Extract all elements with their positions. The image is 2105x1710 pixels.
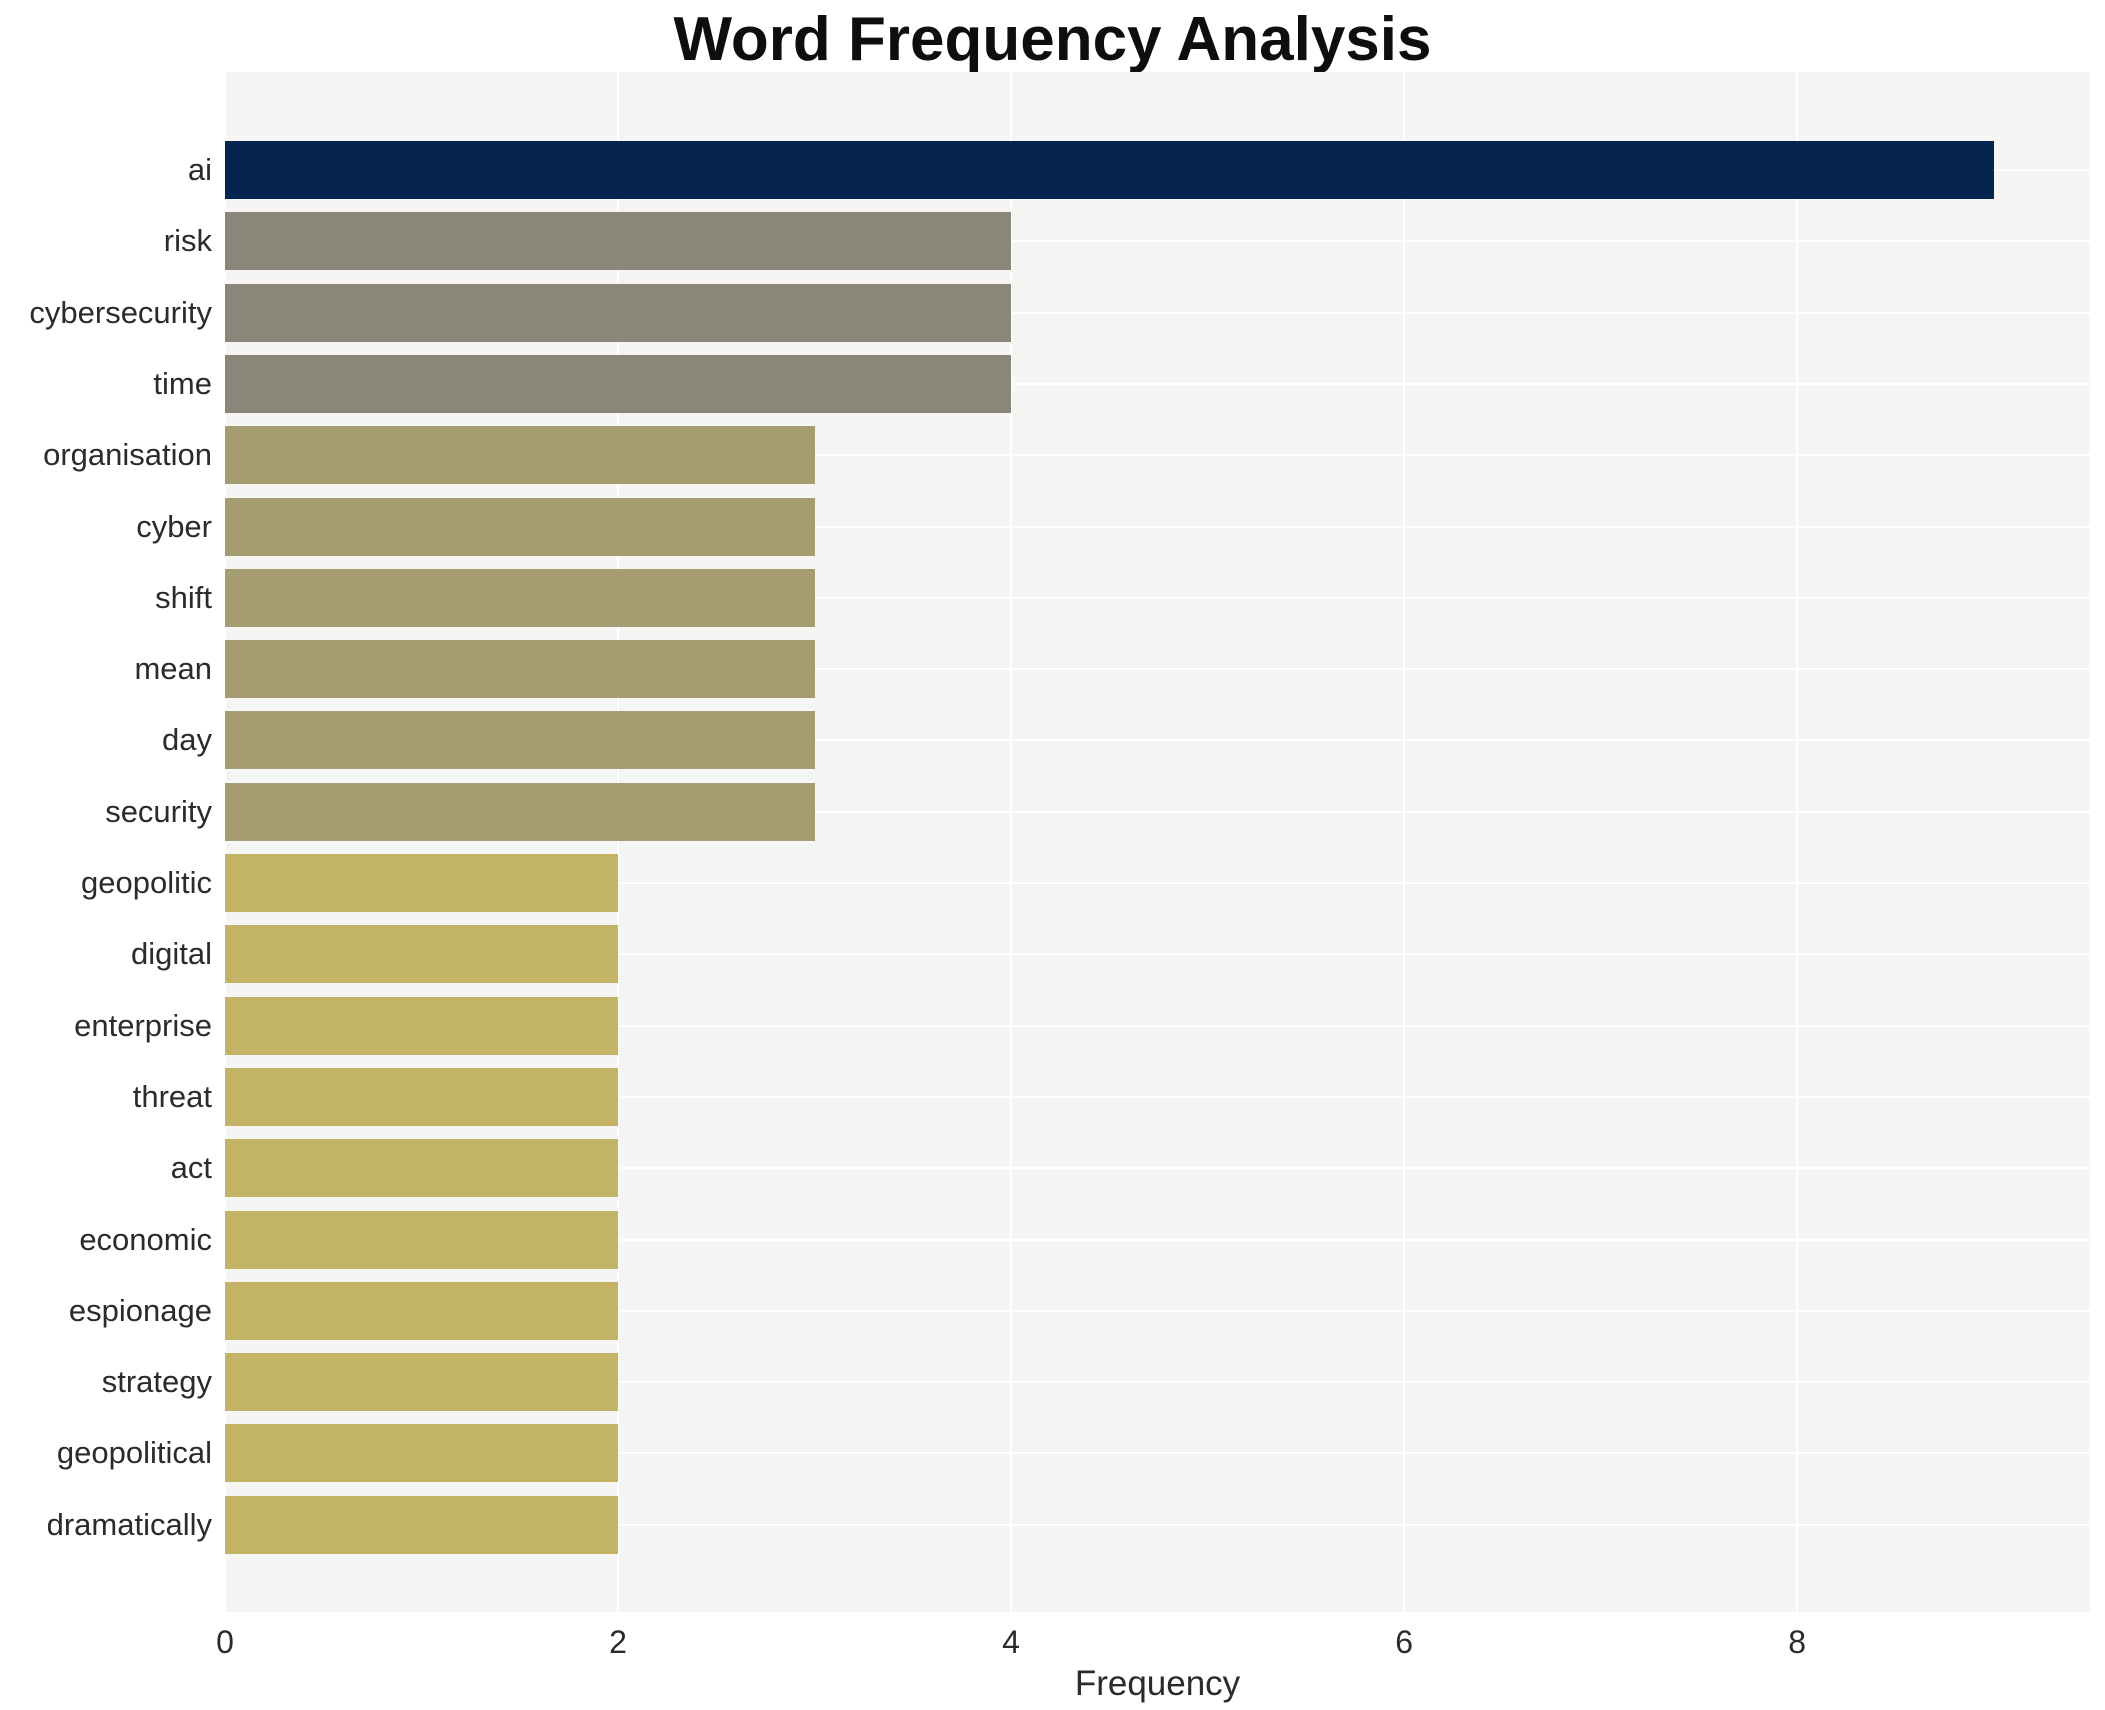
plot-area [224,72,2090,1612]
y-tick-label-geopolitic: geopolitic [81,865,212,900]
y-gridline [225,311,2090,314]
x-axis-label: Frequency [1074,1664,1241,1703]
y-tick-label-geopolitical: geopolitical [56,1435,212,1471]
y-gridline [225,382,2090,385]
bar-espionage [225,1281,619,1340]
y-tick-label-organisation: organisation [43,437,212,473]
bar-time [225,354,1012,413]
y-gridline [225,668,2090,671]
x-tick-label-6: 6 [1395,1624,1414,1660]
x-tick-label-2: 2 [609,1624,627,1660]
bar-cybersecurity [225,283,1012,342]
bar-shift [225,568,815,627]
y-gridline [225,1024,2090,1027]
y-tick-label-shift: shift [155,579,212,615]
y-tick-label-cybersecurity: cybersecurity [29,294,212,330]
y-gridline [225,1381,2090,1384]
y-gridline [225,596,2090,599]
y-tick-label-time: time [153,365,212,401]
y-gridline [225,953,2090,956]
x-gridline [224,72,226,1612]
y-tick-label-security: security [105,793,212,829]
y-gridline [225,454,2090,457]
y-tick-label-digital: digital [131,936,212,972]
y-tick-label-ai: ai [187,152,212,187]
y-gridline [225,882,2090,884]
bar-threat [225,1067,619,1126]
bar-mean [225,640,815,699]
y-gridline [225,240,2090,243]
y-gridline [225,525,2090,528]
y-tick-label-enterprise: enterprise [74,1007,212,1043]
bar-security [225,782,815,841]
x-gridline [617,72,620,1612]
bar-strategy [225,1353,619,1412]
bar-organisation [225,426,815,485]
x-gridline [1796,72,1799,1612]
x-tick-label-0: 0 [216,1624,234,1660]
x-tick-label-4: 4 [1002,1624,1020,1660]
y-tick-label-economic: economic [79,1221,212,1257]
y-gridline [225,739,2090,742]
bar-geopolitic [225,854,619,912]
y-tick-label-mean: mean [134,651,212,687]
x-gridline [1403,72,1406,1612]
x-gridline [1010,72,1013,1612]
y-tick-label-dramatically: dramatically [46,1506,212,1542]
bar-act [225,1139,619,1198]
y-gridline [225,1167,2090,1170]
bar-risk [225,212,1012,271]
y-gridline [225,1309,2090,1312]
bar-cyber [225,497,815,556]
y-gridline [225,1238,2090,1241]
bar-dramatically [225,1495,619,1554]
y-tick-label-strategy: strategy [101,1364,212,1400]
bar-day [225,711,815,770]
bar-enterprise [225,996,619,1055]
bar-digital [225,925,619,984]
y-tick-label-day: day [162,722,212,758]
bar-economic [225,1210,619,1269]
bar-ai [225,141,1994,199]
y-tick-label-risk: risk [163,223,212,259]
y-gridline [225,1523,2090,1526]
y-gridline [225,810,2090,813]
x-tick-label-8: 8 [1788,1624,1807,1660]
y-tick-label-espionage: espionage [68,1292,212,1328]
chart-title: Word Frequency Analysis [673,5,1432,74]
y-tick-label-cyber: cyber [136,508,212,544]
y-tick-label-threat: threat [132,1078,212,1114]
y-gridline [225,1095,2090,1098]
bar-geopolitical [225,1424,619,1483]
y-gridline [225,1452,2090,1455]
y-tick-label-act: act [170,1150,212,1186]
